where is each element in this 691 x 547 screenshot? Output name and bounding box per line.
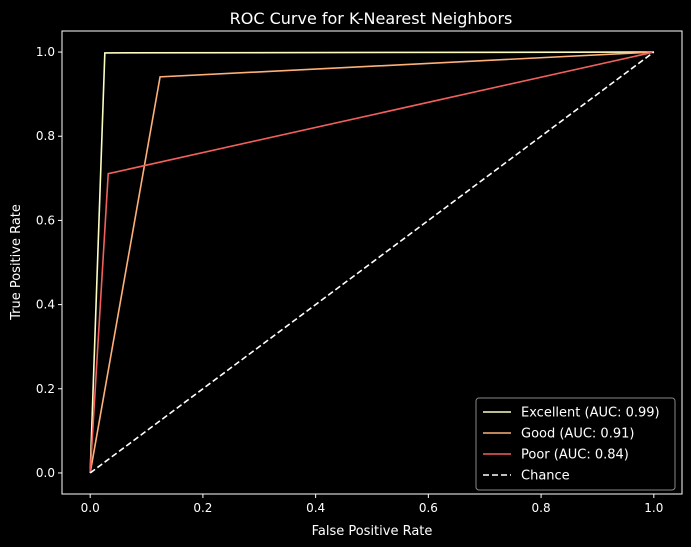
y-tick-label: 0.6 bbox=[36, 213, 55, 227]
x-tick-label: 0.0 bbox=[81, 501, 100, 515]
series-layer bbox=[89, 51, 655, 474]
x-tick-label: 1.0 bbox=[644, 501, 663, 515]
y-tick-label: 1.0 bbox=[36, 45, 55, 59]
x-tick-label: 0.4 bbox=[306, 501, 325, 515]
legend-box bbox=[475, 397, 676, 491]
y-axis: 0.0 0.2 0.4 0.6 0.8 1.0 bbox=[36, 45, 62, 480]
series-line-2 bbox=[89, 51, 654, 473]
y-tick-label: 0.8 bbox=[36, 129, 55, 143]
series-line-3 bbox=[89, 51, 655, 474]
x-tick-label: 0.6 bbox=[419, 501, 438, 515]
y-axis-label: True Positive Rate bbox=[9, 204, 24, 321]
x-axis-label: False Positive Rate bbox=[312, 524, 433, 539]
legend-label-1: Good (AUC: 0.91) bbox=[521, 427, 634, 442]
x-tick-label: 0.8 bbox=[532, 501, 551, 515]
legend-label-0: Excellent (AUC: 0.99) bbox=[521, 406, 660, 421]
chart-title: ROC Curve for K-Nearest Neighbors bbox=[230, 9, 513, 28]
y-tick-label: 0.2 bbox=[36, 382, 55, 396]
legend-label-3: Chance bbox=[521, 469, 570, 484]
legend: Excellent (AUC: 0.99) Good (AUC: 0.91) Poo… bbox=[475, 397, 676, 491]
legend-label-2: Poor (AUC: 0.84) bbox=[521, 448, 629, 463]
series-line-1 bbox=[89, 51, 654, 474]
x-tick-label: 0.2 bbox=[193, 501, 212, 515]
y-tick-label: 0.4 bbox=[36, 298, 55, 312]
y-tick-label: 0.0 bbox=[36, 466, 55, 480]
series-line-0 bbox=[89, 51, 654, 473]
x-axis: 0.0 0.2 0.4 0.6 0.8 1.0 bbox=[81, 494, 663, 515]
plot-frame bbox=[61, 30, 683, 495]
